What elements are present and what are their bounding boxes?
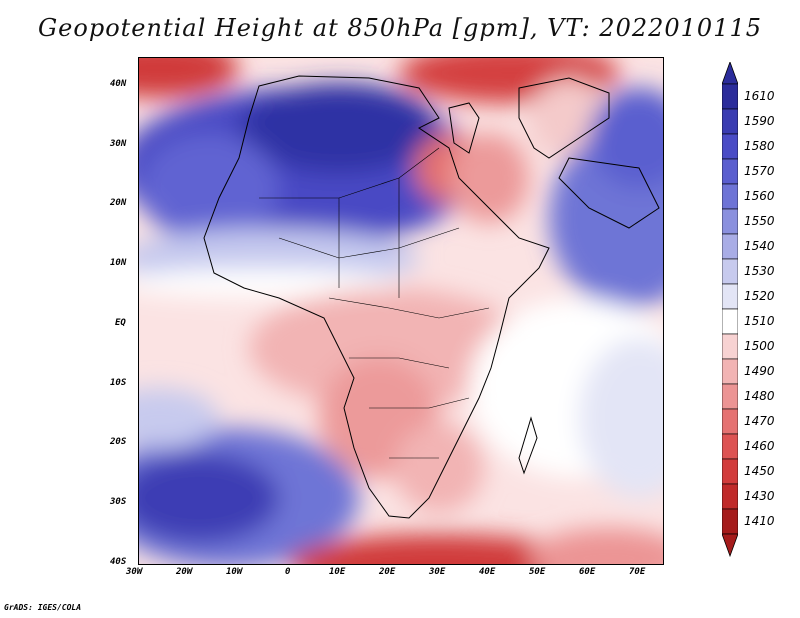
colorbar-cell: [722, 433, 738, 460]
lon-label: 20W: [176, 567, 193, 577]
geopotential-field: [139, 58, 663, 564]
colorbar-label: 1510: [744, 313, 775, 328]
colorbar-label: 1580: [744, 138, 775, 153]
lat-label: 10N: [110, 258, 127, 268]
country-borders: [259, 147, 490, 459]
colorbar-label: 1450: [744, 463, 775, 478]
triangle-down-icon: [722, 533, 738, 558]
colorbar-label: 1590: [744, 113, 775, 128]
colorbar-label: 1460: [744, 438, 775, 453]
colorbar-label: 1430: [744, 488, 775, 503]
colorbar-label: 1530: [744, 263, 775, 278]
colorbar-cell: [722, 133, 738, 160]
colorbar-label: 1540: [744, 238, 775, 253]
shaded-field: [139, 58, 663, 564]
colorbar-cell: [722, 83, 738, 110]
map-panel: [138, 57, 664, 565]
colorbar-label: 1410: [744, 513, 775, 528]
lat-label: 30N: [110, 139, 127, 149]
colorbar-label: 1550: [744, 213, 775, 228]
coastlines: [203, 75, 660, 519]
lon-label: 10W: [226, 567, 243, 577]
colorbar-cell: [722, 358, 738, 385]
colorbar-label: 1610: [744, 88, 775, 103]
colorbar-cell: [722, 233, 738, 260]
lon-label: 20E: [379, 567, 396, 577]
colorbar-label: 1500: [744, 338, 775, 353]
colorbar-cell: [722, 283, 738, 310]
colorbar-label: 1480: [744, 388, 775, 403]
colorbar-cell: [722, 483, 738, 510]
lon-label: 0: [285, 567, 291, 577]
colorbar-cell: [722, 158, 738, 185]
lon-label: 50E: [529, 567, 546, 577]
colorbar-cell: [722, 508, 738, 535]
colorbar-cells: [722, 83, 738, 535]
lon-label: 30E: [429, 567, 446, 577]
colorbar-label: 1570: [744, 163, 775, 178]
colorbar-cell: [722, 408, 738, 435]
colorbar-cell: [722, 383, 738, 410]
colorbar-cell: [722, 333, 738, 360]
lat-label: 20S: [110, 437, 127, 447]
colorbar-label: 1470: [744, 413, 775, 428]
lon-label: 30W: [126, 567, 143, 577]
colorbar-label: 1490: [744, 363, 775, 378]
colorbar: [722, 62, 738, 558]
lat-label: 30S: [110, 497, 127, 507]
colorbar-cell: [722, 183, 738, 210]
colorbar-label: 1560: [744, 188, 775, 203]
lon-label: 60E: [579, 567, 596, 577]
colorbar-cell: [722, 258, 738, 285]
lat-label: 40N: [110, 79, 127, 89]
lon-label: 10E: [329, 567, 346, 577]
colorbar-cell: [722, 208, 738, 235]
colorbar-cell: [722, 458, 738, 485]
triangle-up-icon: [722, 62, 738, 85]
lat-label: 20N: [110, 198, 127, 208]
lat-label: EQ: [115, 318, 126, 328]
lon-label: 70E: [629, 567, 646, 577]
colorbar-cell: [722, 308, 738, 335]
colorbar-cell: [722, 108, 738, 135]
credit-text: GrADS: IGES/COLA: [4, 603, 82, 612]
lat-label: 10S: [110, 378, 127, 388]
colorbar-label: 1520: [744, 288, 775, 303]
lon-label: 40E: [479, 567, 496, 577]
lat-label: 40S: [110, 557, 127, 567]
map-title: Geopotential Height at 850hPa [gpm], VT:…: [38, 14, 762, 42]
